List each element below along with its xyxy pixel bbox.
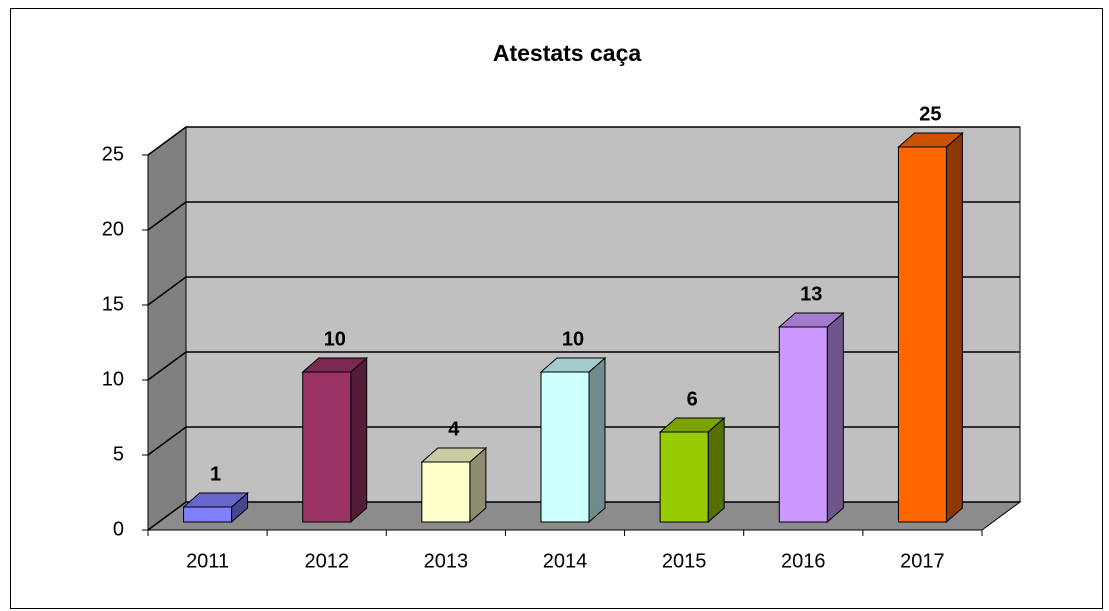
bar: [777, 311, 845, 524]
bar-side: [826, 311, 844, 524]
data-label: 13: [800, 283, 822, 305]
x-tick-label: 2017: [900, 550, 945, 572]
data-label: 6: [687, 388, 698, 410]
x-tick-label: 2011: [186, 550, 229, 572]
x-tick-label: 2015: [662, 550, 707, 572]
data-label: 25: [919, 103, 941, 125]
grid-line: [147, 201, 187, 231]
bar-front: [302, 371, 352, 523]
y-tick-label: 20: [102, 218, 124, 240]
y-tick-label: 10: [102, 368, 124, 390]
bar-side: [350, 356, 368, 524]
grid-line: [147, 501, 187, 531]
bar: [182, 491, 249, 524]
y-tick-label: 0: [113, 518, 124, 540]
data-label: 4: [448, 418, 460, 440]
y-tick-label: 25: [102, 143, 124, 165]
bar-front: [897, 146, 947, 523]
bar: [897, 131, 964, 524]
bar-side: [588, 356, 606, 524]
bar-side: [707, 416, 725, 524]
grid-line: [147, 426, 187, 456]
grid-line: [147, 126, 187, 156]
side-wall: [147, 126, 187, 531]
data-label: 10: [324, 328, 346, 350]
bar: [658, 416, 726, 524]
bar-front: [778, 326, 828, 523]
grid-line: [147, 276, 187, 306]
bar-side: [945, 131, 963, 524]
data-label: 10: [562, 328, 584, 350]
x-tick-label: 2013: [424, 550, 469, 572]
bar-front: [540, 371, 590, 523]
bar-front: [659, 431, 709, 523]
chart-title: Atestats caça: [493, 40, 642, 66]
x-tick-label: 2014: [543, 550, 588, 572]
bar: [420, 446, 488, 524]
bar: [539, 356, 607, 524]
y-tick-label: 15: [102, 293, 124, 315]
grid-line: [147, 351, 187, 381]
y-tick-label: 5: [113, 443, 124, 465]
bar: [301, 356, 369, 524]
x-tick-label: 2012: [304, 550, 349, 572]
bar-front: [421, 461, 471, 523]
x-tick-label: 2016: [781, 550, 826, 572]
data-label: 1: [210, 463, 221, 485]
bar-front: [183, 506, 233, 523]
